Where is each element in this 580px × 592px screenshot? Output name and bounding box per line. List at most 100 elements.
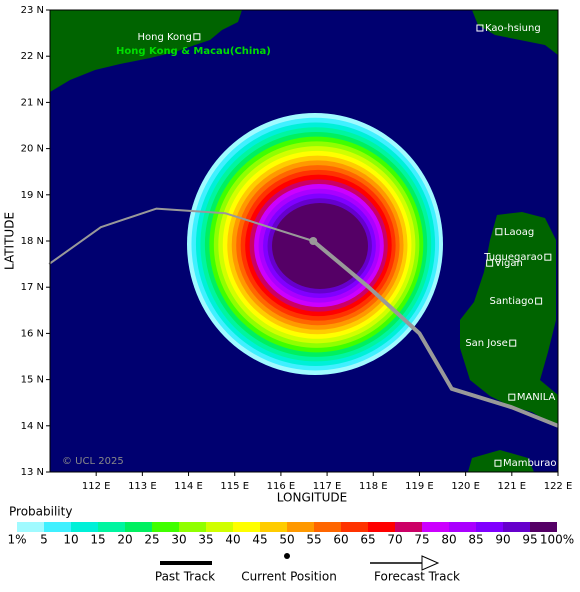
y-tick-label: 14 N xyxy=(21,421,44,432)
place-marker xyxy=(476,24,484,32)
place-marker xyxy=(509,339,517,347)
x-tick-label: 112 E xyxy=(82,481,111,492)
current-position xyxy=(309,237,318,245)
legend-level-label: 30 xyxy=(171,533,186,547)
x-tick-label: 122 E xyxy=(544,481,573,492)
probability-swath xyxy=(187,113,443,375)
china-coast xyxy=(50,10,242,92)
forecast-arrow-key xyxy=(421,555,440,571)
y-tick-label: 22 N xyxy=(21,51,44,62)
place-label: Laoag xyxy=(504,227,534,238)
legend-swatch xyxy=(503,522,530,532)
place-marker xyxy=(494,459,502,467)
legend-swatch xyxy=(206,522,233,532)
taiwan xyxy=(472,10,558,55)
legend-level-label: 20 xyxy=(117,533,132,547)
y-axis-title: LATITUDE xyxy=(3,212,17,270)
current-position-key xyxy=(284,553,290,559)
y-tick-label: 20 N xyxy=(21,144,44,155)
y-tick-label: 17 N xyxy=(21,282,44,293)
legend-level-label: 90 xyxy=(495,533,510,547)
y-tick-label: 23 N xyxy=(21,5,44,16)
x-tick-label: 117 E xyxy=(313,481,342,492)
forecast-track-label: Forecast Track xyxy=(374,570,460,584)
legend-level-label: 5 xyxy=(40,533,48,547)
legend-level-label: 70 xyxy=(387,533,402,547)
legend-swatch xyxy=(179,522,206,532)
x-tick-label: 121 E xyxy=(498,481,527,492)
place-label: San Jose xyxy=(465,338,507,349)
x-tick-label: 113 E xyxy=(128,481,157,492)
legend-swatch xyxy=(71,522,98,532)
legend-level-label: 10 xyxy=(63,533,78,547)
land xyxy=(50,10,558,472)
legend-level-label: 15 xyxy=(90,533,105,547)
legend-swatch xyxy=(17,522,44,532)
legend-swatch xyxy=(395,522,422,532)
legend-level-label: 35 xyxy=(198,533,213,547)
legend-swatch xyxy=(44,522,71,532)
region-label: Hong Kong & Macau(China) xyxy=(116,46,271,57)
x-axis-title: LONGITUDE xyxy=(277,491,347,505)
place-label: Mamburao xyxy=(503,458,557,469)
x-tick-label: 114 E xyxy=(174,481,203,492)
y-tick-label: 15 N xyxy=(21,375,44,386)
legend-level-label: 80 xyxy=(441,533,456,547)
legend-level-label: 1% xyxy=(7,533,26,547)
legend-level-label: 45 xyxy=(252,533,267,547)
legend-level-label: 50 xyxy=(279,533,294,547)
place-label: Tuguegarao xyxy=(483,252,543,263)
legend-swatch xyxy=(476,522,503,532)
legend-swatch xyxy=(260,522,287,532)
legend-swatch xyxy=(287,522,314,532)
y-tick-label: 13 N xyxy=(21,467,44,478)
y-tick-label: 16 N xyxy=(21,328,44,339)
legend-swatch xyxy=(125,522,152,532)
x-tick-label: 120 E xyxy=(451,481,480,492)
place-marker xyxy=(486,259,494,267)
legend-swatch xyxy=(368,522,395,532)
legend-title: Probability xyxy=(9,505,72,519)
x-tick-label: 118 E xyxy=(359,481,388,492)
past-track xyxy=(48,207,314,265)
legend-swatch xyxy=(314,522,341,532)
legend-level-label: 25 xyxy=(144,533,159,547)
luzon xyxy=(460,212,558,428)
y-tick-label: 18 N xyxy=(21,236,44,247)
legend-swatch xyxy=(449,522,476,532)
legend-level-label: 95 xyxy=(522,533,537,547)
place-marker xyxy=(535,297,543,305)
place-marker xyxy=(193,33,201,41)
legend-swatch xyxy=(341,522,368,532)
legend-level-label: 100% xyxy=(540,533,574,547)
legend-level-label: 60 xyxy=(333,533,348,547)
x-tick-label: 115 E xyxy=(220,481,249,492)
place-marker xyxy=(495,228,503,236)
forecast-track xyxy=(311,239,559,428)
legend-level-label: 40 xyxy=(225,533,240,547)
place-label: Hong Kong xyxy=(137,32,191,43)
past-track-label: Past Track xyxy=(155,570,215,584)
legend-swatch xyxy=(422,522,449,532)
legend-level-label: 85 xyxy=(468,533,483,547)
place-label: Vigan xyxy=(495,258,523,269)
legend-swatch xyxy=(98,522,125,532)
place-marker xyxy=(508,393,516,401)
place-marker xyxy=(544,253,552,261)
place-label: Santiago xyxy=(489,296,533,307)
legend-swatch xyxy=(152,522,179,532)
x-tick-label: 119 E xyxy=(405,481,434,492)
place-label: MANILA xyxy=(517,392,556,403)
y-tick-label: 21 N xyxy=(21,97,44,108)
legend-swatch xyxy=(530,522,557,532)
y-tick-label: 19 N xyxy=(21,190,44,201)
legend-level-label: 65 xyxy=(360,533,375,547)
legend-level-label: 55 xyxy=(306,533,321,547)
x-tick-label: 116 E xyxy=(267,481,296,492)
legend-swatch xyxy=(233,522,260,532)
credit: © UCL 2025 xyxy=(62,456,124,467)
tracks xyxy=(48,207,559,428)
current-position-label: Current Position xyxy=(241,570,337,584)
place-label: Kao-hsiung xyxy=(485,23,541,34)
